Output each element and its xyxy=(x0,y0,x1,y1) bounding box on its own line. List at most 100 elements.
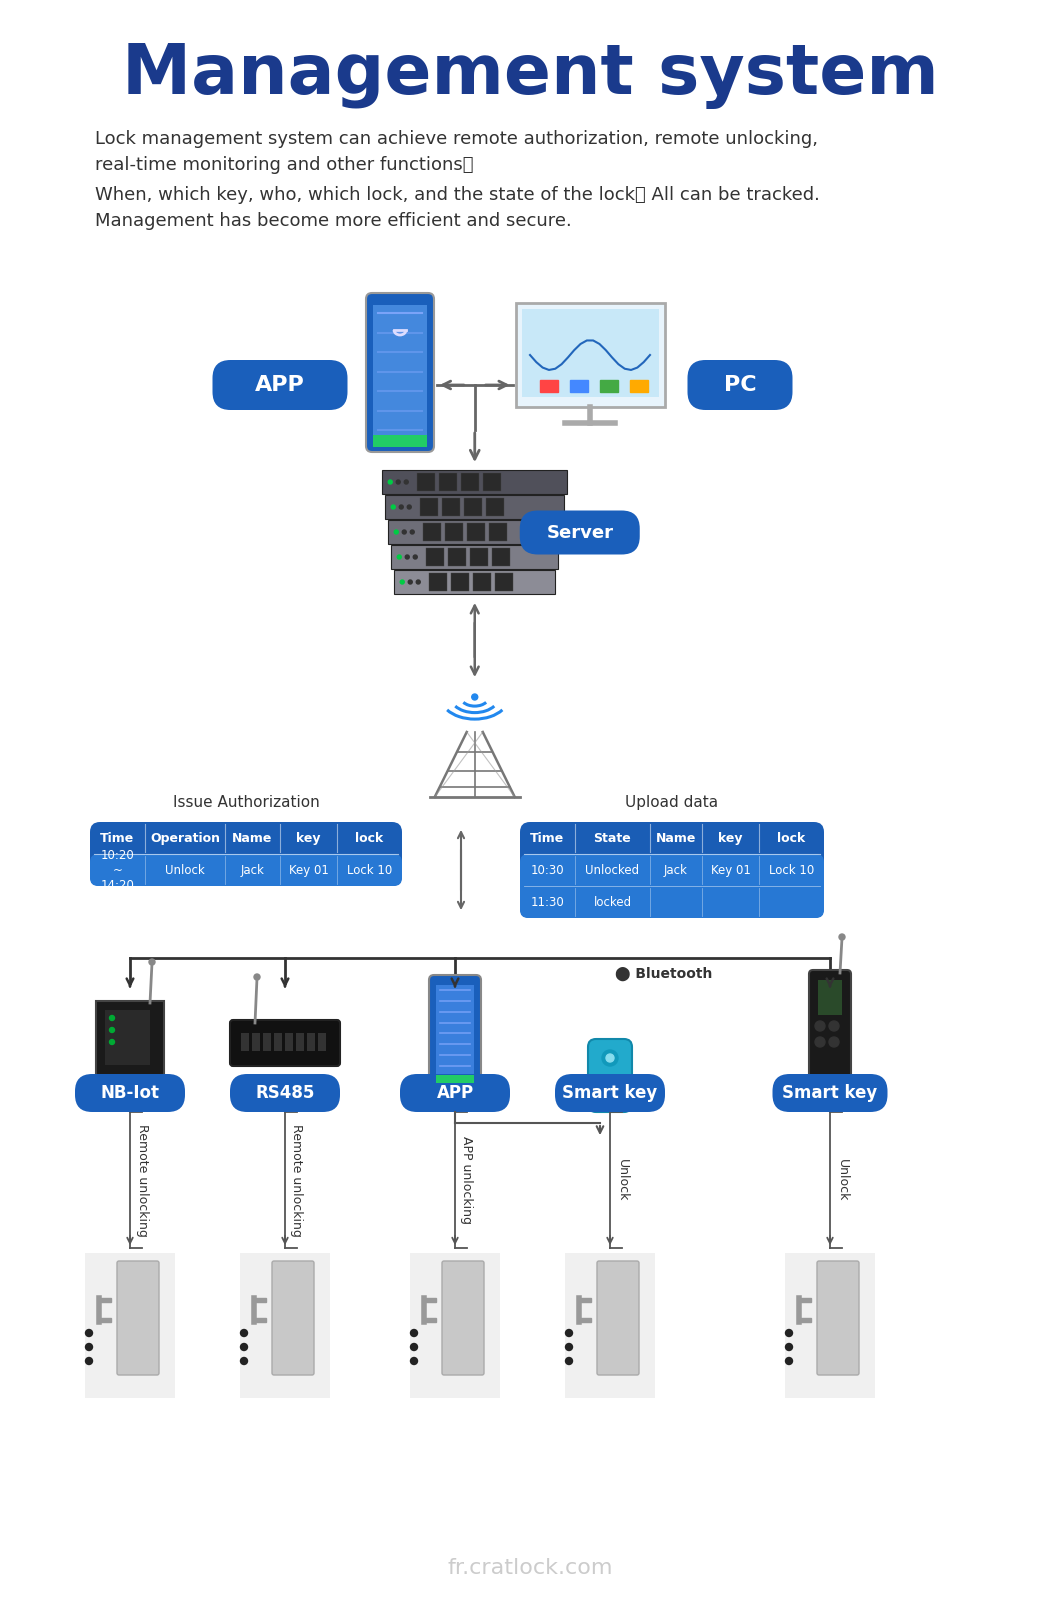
Circle shape xyxy=(241,1343,247,1351)
Bar xyxy=(241,1033,249,1051)
Bar xyxy=(424,1298,436,1302)
Bar xyxy=(442,497,460,516)
FancyBboxPatch shape xyxy=(230,1020,340,1067)
FancyBboxPatch shape xyxy=(522,309,658,397)
Bar xyxy=(461,473,479,491)
Circle shape xyxy=(602,1051,618,1067)
FancyBboxPatch shape xyxy=(773,1075,887,1111)
Circle shape xyxy=(829,1038,840,1047)
Text: APP: APP xyxy=(255,376,305,395)
Circle shape xyxy=(417,580,420,584)
FancyBboxPatch shape xyxy=(785,1254,874,1398)
Circle shape xyxy=(241,1358,247,1364)
Text: Time: Time xyxy=(530,831,565,844)
Circle shape xyxy=(402,529,406,534)
FancyBboxPatch shape xyxy=(442,1262,484,1375)
Circle shape xyxy=(472,694,478,700)
Text: Lock 10: Lock 10 xyxy=(768,863,814,876)
Bar xyxy=(307,1033,315,1051)
Bar xyxy=(423,523,441,540)
FancyBboxPatch shape xyxy=(105,1011,151,1065)
Text: Lock 10: Lock 10 xyxy=(347,863,392,876)
FancyBboxPatch shape xyxy=(272,1262,314,1375)
Bar xyxy=(448,548,466,566)
Circle shape xyxy=(394,529,399,534)
Circle shape xyxy=(109,1028,114,1033)
Text: Name: Name xyxy=(232,831,272,844)
Bar xyxy=(429,572,447,592)
Bar xyxy=(285,1033,293,1051)
Circle shape xyxy=(86,1329,92,1337)
Text: Key 01: Key 01 xyxy=(710,863,750,876)
Text: APP unlocking: APP unlocking xyxy=(460,1135,474,1223)
Text: State: State xyxy=(594,831,632,844)
Bar xyxy=(99,1298,111,1302)
Circle shape xyxy=(404,480,408,484)
Text: Management system: Management system xyxy=(122,42,938,109)
Bar xyxy=(296,1033,304,1051)
FancyBboxPatch shape xyxy=(597,1262,639,1375)
Text: Server: Server xyxy=(546,523,614,542)
Circle shape xyxy=(815,1022,825,1031)
Text: Time: Time xyxy=(101,831,135,844)
FancyBboxPatch shape xyxy=(85,1254,175,1398)
Circle shape xyxy=(565,1358,572,1364)
Circle shape xyxy=(241,1329,247,1337)
Bar xyxy=(420,497,438,516)
Bar xyxy=(388,520,561,544)
Circle shape xyxy=(398,555,402,560)
FancyBboxPatch shape xyxy=(520,822,824,918)
FancyBboxPatch shape xyxy=(519,510,640,555)
Bar xyxy=(464,497,482,516)
Bar xyxy=(99,1318,111,1322)
Circle shape xyxy=(565,1343,572,1351)
Circle shape xyxy=(391,505,395,508)
Text: RS485: RS485 xyxy=(255,1084,315,1102)
Bar xyxy=(579,1318,591,1322)
Bar xyxy=(799,1318,811,1322)
FancyBboxPatch shape xyxy=(230,1075,340,1111)
Bar xyxy=(394,569,555,593)
Text: 10:20
~
14:20: 10:20 ~ 14:20 xyxy=(101,849,135,892)
Bar xyxy=(383,470,567,494)
Text: lock: lock xyxy=(355,831,384,844)
Circle shape xyxy=(400,505,403,508)
Circle shape xyxy=(109,1015,114,1020)
Bar xyxy=(318,1033,326,1051)
Circle shape xyxy=(565,1329,572,1337)
Bar xyxy=(263,1033,271,1051)
FancyBboxPatch shape xyxy=(436,985,474,1075)
Text: Unlock: Unlock xyxy=(616,1159,629,1201)
Text: Smart key: Smart key xyxy=(782,1084,878,1102)
Text: Remote unlocking: Remote unlocking xyxy=(136,1124,148,1236)
FancyBboxPatch shape xyxy=(373,305,427,438)
Bar xyxy=(540,381,558,392)
FancyBboxPatch shape xyxy=(90,822,402,886)
Circle shape xyxy=(410,1343,418,1351)
FancyBboxPatch shape xyxy=(240,1254,330,1398)
FancyBboxPatch shape xyxy=(520,854,824,918)
Circle shape xyxy=(86,1343,92,1351)
Bar xyxy=(424,1318,436,1322)
Text: locked: locked xyxy=(594,895,632,908)
Text: Jack: Jack xyxy=(241,863,264,876)
Circle shape xyxy=(396,480,401,484)
Circle shape xyxy=(254,974,260,980)
Circle shape xyxy=(86,1358,92,1364)
FancyBboxPatch shape xyxy=(818,980,842,1015)
Text: Issue Authorization: Issue Authorization xyxy=(173,795,319,811)
Text: Key 01: Key 01 xyxy=(288,863,329,876)
Bar xyxy=(570,381,588,392)
Text: Upload data: Upload data xyxy=(625,795,719,811)
Text: Jack: Jack xyxy=(664,863,688,876)
FancyBboxPatch shape xyxy=(117,1262,159,1375)
Bar xyxy=(600,381,618,392)
Bar xyxy=(273,1033,282,1051)
FancyBboxPatch shape xyxy=(212,360,348,409)
Bar xyxy=(630,381,648,392)
FancyBboxPatch shape xyxy=(410,1254,500,1398)
Text: key: key xyxy=(719,831,743,844)
Bar xyxy=(385,496,564,520)
Bar xyxy=(471,548,489,566)
FancyBboxPatch shape xyxy=(429,975,481,1086)
